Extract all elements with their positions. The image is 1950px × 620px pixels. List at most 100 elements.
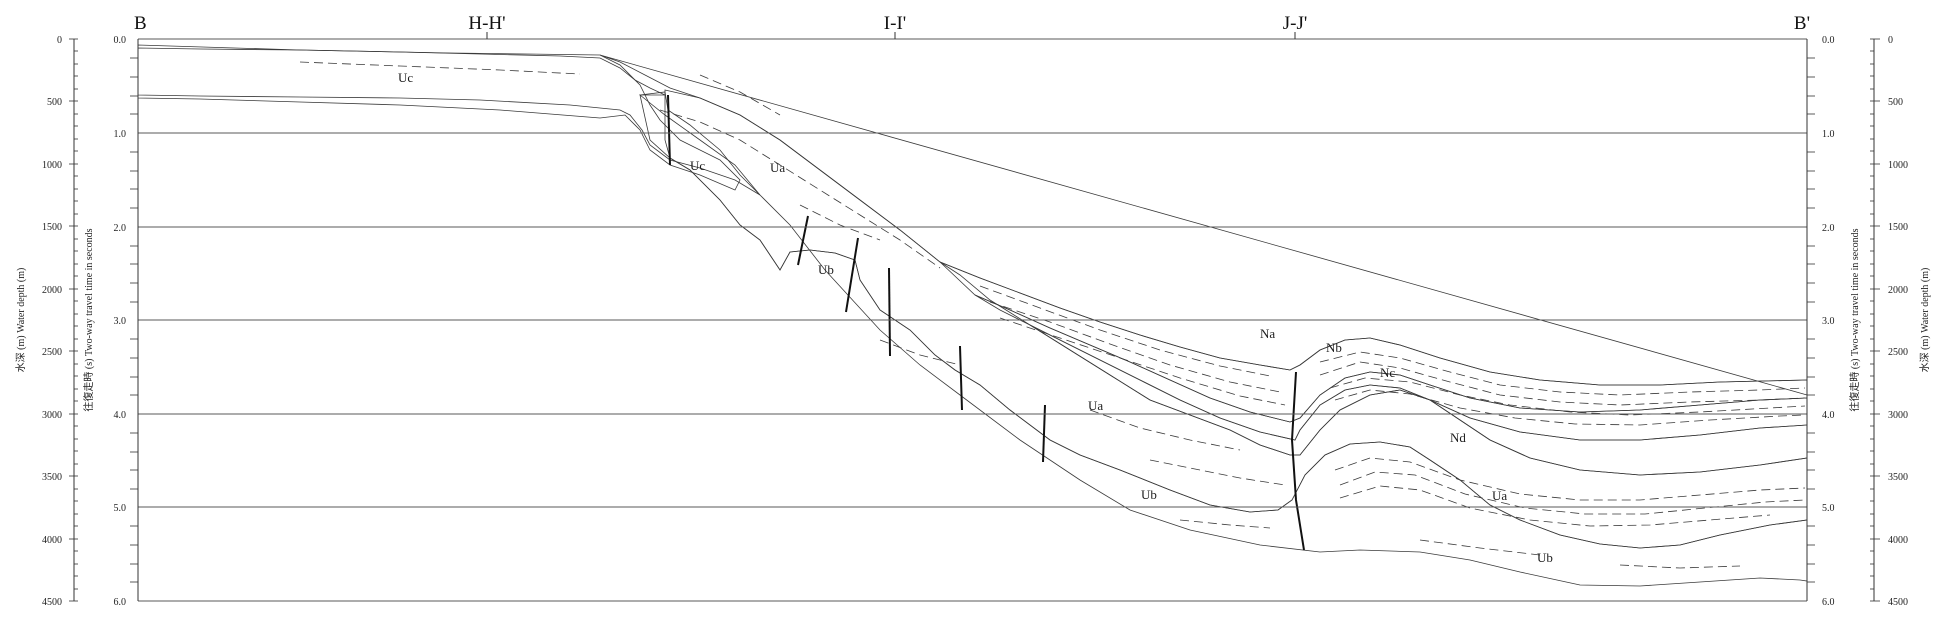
reflector-line xyxy=(989,301,1281,393)
fault-line xyxy=(888,267,891,357)
depth-tick-label-right: 2000 xyxy=(1888,285,1908,296)
time-tick-label: 3.0 xyxy=(114,316,127,327)
reflector-line xyxy=(1179,519,1271,529)
unit-nb-polygon xyxy=(939,261,1808,423)
reflector-line xyxy=(1089,409,1241,451)
depth-tick-label: 2500 xyxy=(42,347,62,358)
time-tick-label-right: 2.0 xyxy=(1822,223,1835,234)
time-tick-label-right: 0.0 xyxy=(1822,35,1835,46)
unit-label-ub-upper: Ub xyxy=(818,262,834,277)
depth-tick-label-right: 1000 xyxy=(1888,160,1908,171)
unit-label-nc: Nc xyxy=(1380,365,1395,380)
time-tick-label: 6.0 xyxy=(114,597,127,608)
time-tick-label-right: 6.0 xyxy=(1822,597,1835,608)
reflector-line xyxy=(1319,351,1806,396)
unit-label-ub-mid: Ub xyxy=(1141,487,1157,502)
left-time-axis: 0.0 1.0 2.0 3.0 4.0 5.0 6.0 往復走時 (s) Two… xyxy=(82,35,138,608)
reflector-line xyxy=(1619,564,1741,569)
unit-label-ua-upper: Ua xyxy=(770,160,785,175)
fault-line xyxy=(959,345,963,411)
left-depth-axis: 0 500 1000 1500 2000 2500 3000 3500 4000… xyxy=(15,35,78,608)
time-tick-label-right: 1.0 xyxy=(1822,129,1835,140)
right-depth-axis: 0 500 1000 1500 2000 2500 3000 3500 4000… xyxy=(1870,35,1931,608)
reflector-line xyxy=(1334,457,1806,501)
depth-tick-label: 1000 xyxy=(42,160,62,171)
unit-label-uc-slope: Uc xyxy=(690,158,705,173)
unit-label-ua-mid: Ua xyxy=(1088,398,1103,413)
reflector-line xyxy=(1419,539,1541,556)
unit-label-uc-shelf: Uc xyxy=(398,70,413,85)
time-axis-title-right: 往復走時 (s) Two-way travel time in seconds xyxy=(1848,228,1861,411)
unit-labels: Uc Uc Ua Ub Ua Ub Na Nb Nc Nd Ua Ub xyxy=(398,70,1553,565)
time-tick-label: 0.0 xyxy=(114,35,127,46)
crossing-label-j: J-J' xyxy=(1283,13,1308,34)
depth-tick-label-right: 4500 xyxy=(1888,597,1908,608)
reflector-line xyxy=(1329,377,1806,416)
depth-axis-title-left: 水深 (m) Water depth (m) xyxy=(15,268,27,373)
reflector-line xyxy=(1149,459,1286,486)
crossing-label-h: H-H' xyxy=(468,13,505,34)
depth-tick-label-right: 0 xyxy=(1888,35,1893,46)
time-tick-label: 5.0 xyxy=(114,503,127,514)
time-minor-ticks-left xyxy=(130,57,138,583)
time-tick-label-right: 4.0 xyxy=(1822,410,1835,421)
unit-label-nb: Nb xyxy=(1326,340,1342,355)
unit-na-polygon xyxy=(599,54,1808,396)
depth-tick-label: 500 xyxy=(47,97,62,108)
time-tick-label-right: 3.0 xyxy=(1822,316,1835,327)
time-tick-label: 1.0 xyxy=(114,129,127,140)
depth-tick-label: 3500 xyxy=(42,472,62,483)
reflector-line xyxy=(799,204,881,241)
fault-line xyxy=(667,94,671,166)
fault-line xyxy=(1042,404,1046,463)
plot-frame xyxy=(137,32,1808,602)
depth-tick-label-right: 1500 xyxy=(1888,222,1908,233)
depth-minor-ticks-left xyxy=(69,38,78,602)
unit-ua-polygon xyxy=(664,89,1808,549)
depth-tick-label-right: 500 xyxy=(1888,97,1903,108)
time-minor-ticks-right xyxy=(1807,57,1815,583)
depth-minor-ticks-right xyxy=(1870,38,1880,602)
unit-label-ua-lower: Ua xyxy=(1492,488,1507,503)
depth-tick-label: 0 xyxy=(57,35,62,46)
depth-tick-label-right: 3500 xyxy=(1888,472,1908,483)
unit-ub-polygon xyxy=(639,93,1808,587)
reflector-line xyxy=(1339,471,1806,515)
time-tick-label: 4.0 xyxy=(114,410,127,421)
depth-axis-title-right: 水深 (m) Water depth (m) xyxy=(1919,268,1931,373)
depth-tick-label: 1500 xyxy=(42,222,62,233)
depth-tick-label: 4500 xyxy=(42,597,62,608)
unit-label-nd: Nd xyxy=(1450,430,1466,445)
unit-label-ub-lower: Ub xyxy=(1537,550,1553,565)
reflector-line xyxy=(699,74,781,116)
time-tick-label-right: 5.0 xyxy=(1822,503,1835,514)
reflector-line xyxy=(659,109,941,269)
fault-line xyxy=(845,237,859,313)
unit-label-na: Na xyxy=(1260,326,1275,341)
unit-layers xyxy=(137,44,1808,587)
reflector-line xyxy=(299,61,581,75)
faults xyxy=(667,94,1305,551)
fault-line xyxy=(797,215,809,266)
unit-uc-shelf-polygon xyxy=(137,44,741,191)
depth-tick-label-right: 3000 xyxy=(1888,410,1908,421)
reflector-line xyxy=(1339,485,1771,527)
time-tick-label: 2.0 xyxy=(114,223,127,234)
unit-uc-slope-polygon xyxy=(137,47,761,196)
reflector-line xyxy=(999,317,1286,406)
section-end-label: B' xyxy=(1794,13,1810,34)
reflector-line xyxy=(1334,389,1806,426)
depth-tick-label: 4000 xyxy=(42,535,62,546)
reflector-line xyxy=(1319,361,1806,406)
internal-reflectors xyxy=(299,61,1806,569)
fault-line xyxy=(1290,371,1305,551)
depth-tick-label: 2000 xyxy=(42,285,62,296)
right-time-axis: 0.0 1.0 2.0 3.0 4.0 5.0 6.0 往復走時 (s) Two… xyxy=(1807,35,1861,608)
depth-tick-label: 3000 xyxy=(42,410,62,421)
reflector-line xyxy=(979,285,1271,377)
reflector-line xyxy=(879,339,961,366)
depth-tick-label-right: 4000 xyxy=(1888,535,1908,546)
time-axis-title-left: 往復走時 (s) Two-way travel time in seconds xyxy=(82,228,95,411)
depth-tick-label-right: 2500 xyxy=(1888,347,1908,358)
